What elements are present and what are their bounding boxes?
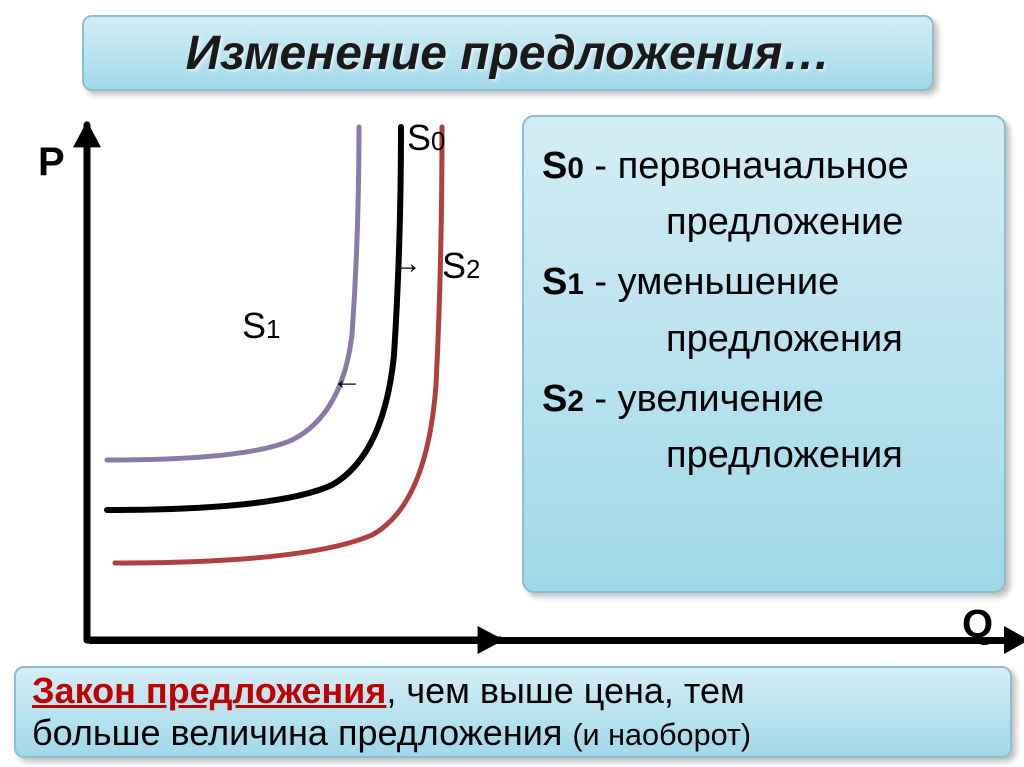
legend-s0-sub: 0 — [567, 152, 583, 185]
x-axis-arrowhead — [1004, 626, 1024, 654]
law-line2-main: больше величина предложения — [32, 712, 572, 753]
chart-area: P S0 S1 S2 → ← — [32, 115, 502, 660]
legend-s2-sym: S — [542, 378, 567, 420]
curve-label-s1: S1 — [242, 305, 280, 347]
law-term: Закон предложения — [32, 670, 386, 711]
legend-s2-dash: - — [584, 378, 618, 420]
legend-box: S0 - первоначальное предложение S1 - уме… — [522, 115, 1006, 593]
curve-label-s0-sub: 0 — [431, 128, 445, 156]
arrow-right: → — [392, 247, 422, 281]
legend-row-s0: S0 - первоначальное — [542, 139, 986, 194]
law-banner: Закон предложения, чем выше цена, тем бо… — [14, 666, 1012, 758]
curve-label-s2-sub: 2 — [466, 256, 480, 284]
curve-label-s0-sym: S — [407, 117, 431, 158]
legend-row-s2: S2 - увеличение — [542, 372, 986, 427]
legend-s1-sub: 1 — [567, 268, 583, 301]
law-line-2: больше величина предложения (и наоборот) — [32, 712, 994, 754]
legend-s0-text1: первоначальное — [618, 145, 909, 187]
curve-label-s2-sym: S — [442, 245, 466, 286]
chart-svg — [32, 115, 502, 660]
legend-s1-sym: S — [542, 261, 567, 303]
legend-s2-sub: 2 — [567, 385, 583, 418]
legend-s0-sym: S — [542, 145, 567, 187]
legend-s2-text2: предложения — [542, 431, 986, 480]
y-axis-label: P — [38, 140, 65, 185]
legend-s2-text1: увеличение — [618, 378, 824, 420]
curve-label-s1-sym: S — [242, 305, 266, 346]
title-banner: Изменение предложения… — [82, 15, 934, 91]
legend-s0-dash: - — [584, 145, 618, 187]
x-axis-extension — [87, 637, 1008, 644]
legend-s0-text2: предложение — [542, 198, 986, 247]
legend-row-s1: S1 - уменьшение — [542, 255, 986, 310]
legend-s1-text1: уменьшение — [618, 261, 840, 303]
legend-s1-dash: - — [584, 261, 618, 303]
legend-s1-text2: предложения — [542, 315, 986, 364]
law-line2-paren: (и наоборот) — [572, 718, 751, 752]
title-text: Изменение предложения… — [186, 26, 831, 81]
arrow-left: ← — [332, 363, 362, 397]
law-line-1: Закон предложения, чем выше цена, тем — [32, 670, 994, 712]
curve-label-s1-sub: 1 — [266, 316, 280, 344]
curve-label-s2: S2 — [442, 245, 480, 287]
law-line1-rest: , чем выше цена, тем — [386, 670, 744, 711]
curve-label-s0: S0 — [407, 117, 445, 159]
